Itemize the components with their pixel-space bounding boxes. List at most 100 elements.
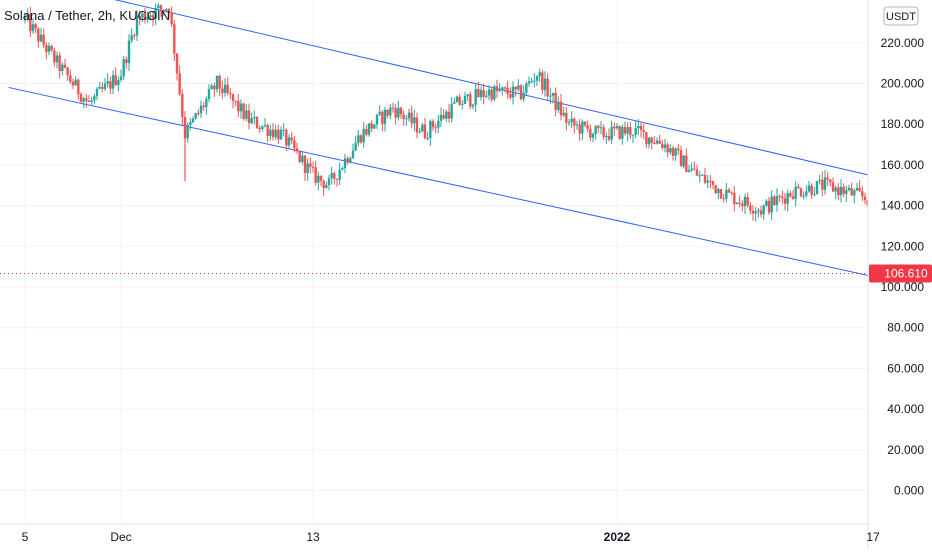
candle-body [701, 174, 704, 176]
candle-body [754, 211, 757, 214]
candle-body [458, 96, 461, 105]
candle-body [482, 90, 485, 97]
candle-body [274, 129, 277, 138]
candle-body [442, 114, 445, 119]
currency-badge-label: USDT [886, 11, 916, 23]
candle-body [781, 196, 784, 199]
candle-body [602, 127, 605, 137]
candle-body [735, 202, 739, 205]
price-tick-label: 0.000 [894, 484, 924, 498]
candle-body [205, 98, 208, 108]
candle-body [618, 126, 621, 139]
grid [0, 0, 868, 524]
candle-body [381, 111, 384, 124]
candle-body [82, 98, 85, 102]
candle-body [498, 90, 501, 92]
time-axis[interactable]: 5Dec13202217Feb14Mar [22, 530, 932, 544]
candle-body [626, 127, 629, 134]
candle-body [445, 111, 448, 119]
candle-body [514, 86, 517, 90]
candle-body [517, 85, 520, 90]
candle-body [319, 175, 323, 181]
candle-body [250, 118, 253, 124]
candle-body [474, 88, 477, 105]
candle-body [309, 163, 312, 167]
candle-body [783, 198, 787, 204]
currency-badge[interactable] [883, 6, 919, 26]
candle-body [711, 181, 715, 185]
candle-body [527, 81, 531, 84]
candle-body [829, 179, 832, 183]
candle-body [847, 187, 851, 191]
price-tick-label: 200.000 [881, 77, 925, 91]
candle-body [541, 72, 544, 91]
candle-body [725, 189, 728, 199]
candle-body [583, 121, 587, 126]
candle-body [237, 100, 240, 112]
candle-body [642, 130, 645, 133]
candle-body [130, 35, 133, 41]
candle-body [85, 98, 88, 101]
candle-body [549, 95, 552, 97]
candle-body [759, 210, 763, 215]
candle-body [839, 186, 843, 196]
price-tick-label: 80.000 [887, 321, 924, 335]
candle-body [407, 112, 411, 119]
candle-body [565, 112, 568, 123]
candle-body [533, 80, 536, 82]
candle-body [269, 129, 272, 136]
time-axis-bg [0, 524, 932, 550]
candle-body [290, 137, 293, 141]
candle-body [794, 186, 797, 199]
candle-body [637, 125, 640, 128]
candle-body [98, 87, 101, 89]
candle-body [399, 107, 403, 115]
candle-body [55, 55, 59, 63]
candle-body [423, 124, 427, 139]
candle-body [770, 196, 773, 213]
candle-body [546, 78, 549, 97]
candle-body [410, 112, 413, 124]
candle-body [429, 121, 432, 138]
candle-body [50, 45, 53, 51]
price-tick-label: 180.000 [881, 117, 925, 131]
candle-body [338, 169, 341, 180]
candle-body [263, 125, 267, 127]
candle-body [741, 203, 744, 207]
candle-body [383, 109, 387, 124]
candle-body [317, 175, 320, 183]
candle-body [815, 181, 819, 195]
candle-body [157, 5, 160, 8]
candle-body [26, 14, 29, 16]
candle-body [79, 94, 83, 102]
candle-body [333, 173, 336, 179]
candle-body [327, 178, 331, 186]
price-axis[interactable]: 0.000 20.000 40.000 60.000 80.000 100.000 120.… [881, 36, 925, 498]
candle-body [575, 124, 579, 126]
candle-body [831, 182, 835, 192]
candle-body [42, 34, 45, 45]
candle-body [586, 125, 589, 129]
candle-body [573, 118, 576, 126]
candle-body [47, 45, 51, 52]
candle-body [418, 131, 421, 133]
candle-body [231, 94, 235, 101]
candle-body [34, 24, 37, 29]
candle-body [351, 150, 355, 158]
candle-body [266, 125, 269, 136]
candle-body [490, 89, 493, 100]
candle-body [647, 137, 651, 145]
candle-body [821, 179, 824, 190]
candle-body [581, 121, 584, 134]
candle-body [218, 75, 221, 89]
candle-body [714, 184, 717, 194]
candle-body [679, 150, 683, 167]
candle-body [367, 123, 371, 135]
candle-body [119, 76, 123, 81]
candle-body [181, 93, 184, 118]
candle-body [730, 192, 733, 194]
candle-body [858, 187, 861, 192]
candle-body [223, 84, 227, 93]
